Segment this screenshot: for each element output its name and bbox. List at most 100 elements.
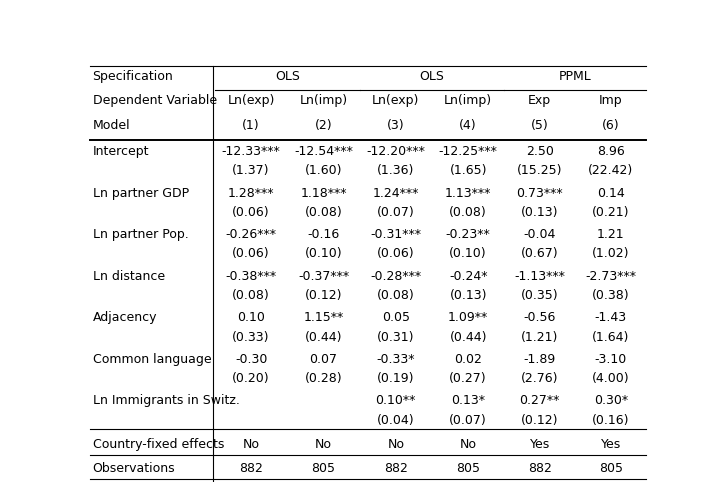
Text: Model: Model [93,120,130,133]
Text: (0.07): (0.07) [449,414,487,427]
Text: 805: 805 [312,462,335,475]
Text: (1.37): (1.37) [233,164,270,177]
Text: (1.65): (1.65) [449,164,487,177]
Text: -12.33***: -12.33*** [222,145,281,158]
Text: (4.00): (4.00) [592,372,630,385]
Text: (0.31): (0.31) [377,331,414,344]
Text: Yes: Yes [600,438,621,451]
Text: (0.07): (0.07) [377,206,415,219]
Text: (0.06): (0.06) [233,206,270,219]
Text: (0.33): (0.33) [233,331,270,344]
Text: No: No [315,438,332,451]
Text: No: No [243,438,260,451]
Text: 0.73***: 0.73*** [516,187,563,200]
Text: -0.04: -0.04 [523,228,556,241]
Text: -0.26***: -0.26*** [225,228,276,241]
Text: Yes: Yes [530,438,550,451]
Text: 8.96: 8.96 [597,145,625,158]
Text: (4): (4) [460,120,477,133]
Text: (1.02): (1.02) [592,247,630,260]
Text: -1.13***: -1.13*** [514,270,565,283]
Text: (0.67): (0.67) [521,247,559,260]
Text: (0.08): (0.08) [377,289,415,302]
Text: (0.13): (0.13) [521,206,559,219]
Text: No: No [460,438,477,451]
Text: (0.04): (0.04) [377,414,414,427]
Text: 0.02: 0.02 [454,353,482,366]
Text: -0.16: -0.16 [307,228,340,241]
Text: (0.12): (0.12) [521,414,559,427]
Text: Ln Immigrants in Switz.: Ln Immigrants in Switz. [93,394,239,407]
Text: (1.21): (1.21) [521,331,559,344]
Text: 882: 882 [384,462,408,475]
Text: 1.15**: 1.15** [303,311,344,324]
Text: -0.30: -0.30 [235,353,267,366]
Text: (0.13): (0.13) [449,289,487,302]
Text: -1.43: -1.43 [595,311,627,324]
Text: 0.13*: 0.13* [451,394,485,407]
Text: 882: 882 [239,462,263,475]
Text: -12.25***: -12.25*** [439,145,498,158]
Text: Ln(exp): Ln(exp) [228,94,275,107]
Text: (0.19): (0.19) [377,372,414,385]
Text: Intercept: Intercept [93,145,149,158]
Text: 1.24***: 1.24*** [373,187,419,200]
Text: (0.06): (0.06) [377,247,414,260]
Text: (15.25): (15.25) [517,164,562,177]
Text: Ln(imp): Ln(imp) [299,94,348,107]
Text: (0.10): (0.10) [304,247,342,260]
Text: Ln distance: Ln distance [93,270,164,283]
Text: -0.28***: -0.28*** [370,270,421,283]
Text: Specification: Specification [93,70,173,83]
Text: -0.38***: -0.38*** [225,270,276,283]
Text: 805: 805 [599,462,623,475]
Text: (0.21): (0.21) [592,206,630,219]
Text: Ln partner GDP: Ln partner GDP [93,187,189,200]
Text: OLS: OLS [275,70,299,83]
Text: Common language: Common language [93,353,211,366]
Text: -2.73***: -2.73*** [585,270,636,283]
Text: (2.76): (2.76) [521,372,559,385]
Text: Ln partner Pop.: Ln partner Pop. [93,228,188,241]
Text: 0.14: 0.14 [597,187,625,200]
Text: Observations: Observations [93,462,175,475]
Text: (0.08): (0.08) [449,206,487,219]
Text: (0.44): (0.44) [304,331,342,344]
Text: (0.06): (0.06) [233,247,270,260]
Text: Adjacency: Adjacency [93,311,157,324]
Text: (0.08): (0.08) [232,289,270,302]
Text: (6): (6) [602,120,620,133]
Text: (0.38): (0.38) [592,289,630,302]
Text: 1.28***: 1.28*** [228,187,274,200]
Text: (0.27): (0.27) [449,372,487,385]
Text: (0.10): (0.10) [449,247,487,260]
Text: Dependent Variable: Dependent Variable [93,94,217,107]
Text: (5): (5) [531,120,549,133]
Text: (0.44): (0.44) [449,331,487,344]
Text: -0.24*: -0.24* [449,270,488,283]
Text: (3): (3) [387,120,405,133]
Text: (0.08): (0.08) [304,206,342,219]
Text: -0.37***: -0.37*** [298,270,349,283]
Text: (1.36): (1.36) [377,164,414,177]
Text: 0.10**: 0.10** [376,394,416,407]
Text: -0.23**: -0.23** [446,228,490,241]
Text: (1.64): (1.64) [592,331,630,344]
Text: 1.21: 1.21 [597,228,625,241]
Text: 1.09**: 1.09** [448,311,488,324]
Text: -3.10: -3.10 [595,353,627,366]
Text: 0.07: 0.07 [309,353,337,366]
Text: -12.20***: -12.20*** [366,145,425,158]
Text: (1.60): (1.60) [304,164,342,177]
Text: (0.35): (0.35) [521,289,559,302]
Text: -1.89: -1.89 [523,353,556,366]
Text: (0.16): (0.16) [592,414,630,427]
Text: Country-fixed effects: Country-fixed effects [93,438,224,451]
Text: Exp: Exp [528,94,551,107]
Text: (22.42): (22.42) [588,164,633,177]
Text: 0.05: 0.05 [382,311,410,324]
Text: (0.20): (0.20) [233,372,270,385]
Text: 0.30*: 0.30* [594,394,628,407]
Text: -0.31***: -0.31*** [370,228,421,241]
Text: 0.27**: 0.27** [520,394,560,407]
